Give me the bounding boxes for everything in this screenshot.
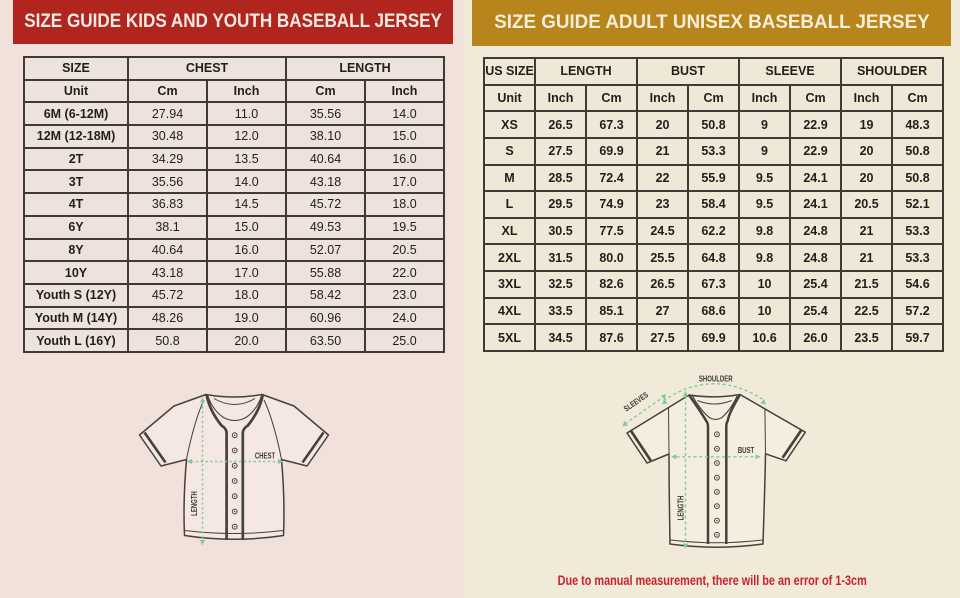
svg-text:LENGTH: LENGTH: [678, 496, 686, 521]
svg-text:LENGTH: LENGTH: [191, 491, 199, 516]
svg-text:SHOULDER: SHOULDER: [699, 376, 733, 384]
svg-text:SLEEVES: SLEEVES: [623, 391, 650, 413]
svg-text:BUST: BUST: [738, 447, 755, 455]
svg-text:CHEST: CHEST: [255, 453, 276, 461]
